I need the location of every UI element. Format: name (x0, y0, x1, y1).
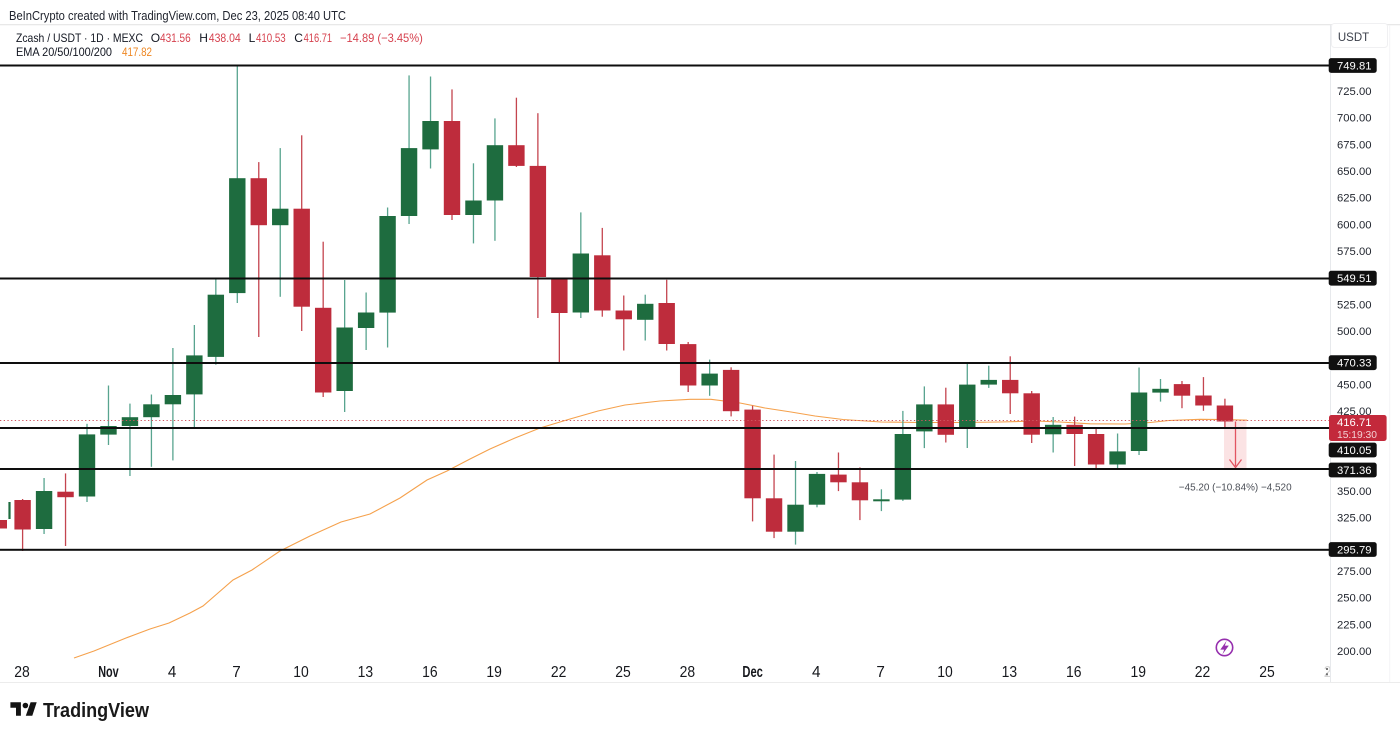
svg-text:13: 13 (1002, 664, 1018, 681)
svg-text:350.00: 350.00 (1337, 486, 1372, 498)
svg-text:600.00: 600.00 (1337, 219, 1372, 231)
svg-text:22: 22 (551, 664, 567, 681)
svg-text:19: 19 (1131, 664, 1147, 681)
svg-text:200.00: 200.00 (1337, 646, 1372, 658)
svg-text:549.51: 549.51 (1337, 273, 1372, 285)
svg-text:225.00: 225.00 (1337, 619, 1372, 631)
svg-text:410.53: 410.53 (256, 31, 286, 45)
svg-text:416.71: 416.71 (1337, 417, 1372, 429)
svg-text:4: 4 (812, 664, 821, 681)
svg-text:16: 16 (422, 664, 438, 681)
svg-text:325.00: 325.00 (1337, 513, 1372, 525)
svg-text:438.04: 438.04 (209, 31, 241, 45)
svg-text:16: 16 (1066, 664, 1082, 681)
svg-text:EMA 20/50/100/200: EMA 20/50/100/200 (16, 45, 112, 59)
svg-text:10: 10 (293, 664, 309, 681)
svg-text:7: 7 (876, 664, 885, 681)
svg-text:470.33: 470.33 (1337, 358, 1372, 370)
svg-text:417.82: 417.82 (122, 45, 152, 59)
svg-text:749.81: 749.81 (1337, 61, 1372, 73)
svg-text:Dec: Dec (742, 664, 763, 681)
svg-text:625.00: 625.00 (1337, 193, 1372, 205)
svg-text:275.00: 275.00 (1337, 566, 1372, 578)
svg-text:10: 10 (937, 664, 953, 681)
svg-text:BeInCrypto created with Tradin: BeInCrypto created with TradingView.com,… (9, 8, 346, 23)
svg-text:4: 4 (168, 664, 177, 681)
svg-text:575.00: 575.00 (1337, 246, 1372, 258)
svg-text:295.79: 295.79 (1337, 545, 1372, 557)
svg-text:416.71: 416.71 (304, 31, 333, 45)
svg-text:28: 28 (680, 664, 696, 681)
svg-text:−45.20 (−10.84%) −4,520: −45.20 (−10.84%) −4,520 (1179, 482, 1292, 494)
svg-text:675.00: 675.00 (1337, 139, 1372, 151)
svg-text:H: H (199, 31, 208, 45)
svg-text:C: C (294, 31, 303, 45)
svg-text:USDT: USDT (1338, 32, 1369, 44)
svg-text:28: 28 (14, 664, 30, 681)
svg-text:250.00: 250.00 (1337, 593, 1372, 605)
svg-text:371.36: 371.36 (1337, 465, 1372, 477)
svg-text:13: 13 (358, 664, 374, 681)
svg-text:650.00: 650.00 (1337, 166, 1372, 178)
svg-text:410.05: 410.05 (1337, 445, 1372, 457)
svg-text:500.00: 500.00 (1337, 326, 1372, 338)
svg-text:525.00: 525.00 (1337, 299, 1372, 311)
svg-text:L: L (249, 31, 256, 45)
svg-text:19: 19 (486, 664, 502, 681)
svg-text:725.00: 725.00 (1337, 86, 1372, 98)
svg-text:700.00: 700.00 (1337, 113, 1372, 125)
svg-text:22: 22 (1195, 664, 1211, 681)
svg-text:25: 25 (615, 664, 631, 681)
svg-text:O: O (151, 31, 160, 45)
svg-text:28: 28 (1324, 664, 1340, 681)
svg-text:TradingView: TradingView (43, 699, 149, 722)
svg-text:Zcash / USDT · 1D · MEXC: Zcash / USDT · 1D · MEXC (16, 31, 143, 45)
svg-text:431.56: 431.56 (160, 31, 191, 45)
svg-text:450.00: 450.00 (1337, 379, 1372, 391)
svg-text:15:19:30: 15:19:30 (1337, 430, 1377, 441)
svg-text:7: 7 (232, 664, 241, 681)
svg-text:−14.89 (−3.45%): −14.89 (−3.45%) (340, 31, 423, 45)
svg-text:Nov: Nov (98, 664, 119, 681)
svg-text:25: 25 (1259, 664, 1275, 681)
